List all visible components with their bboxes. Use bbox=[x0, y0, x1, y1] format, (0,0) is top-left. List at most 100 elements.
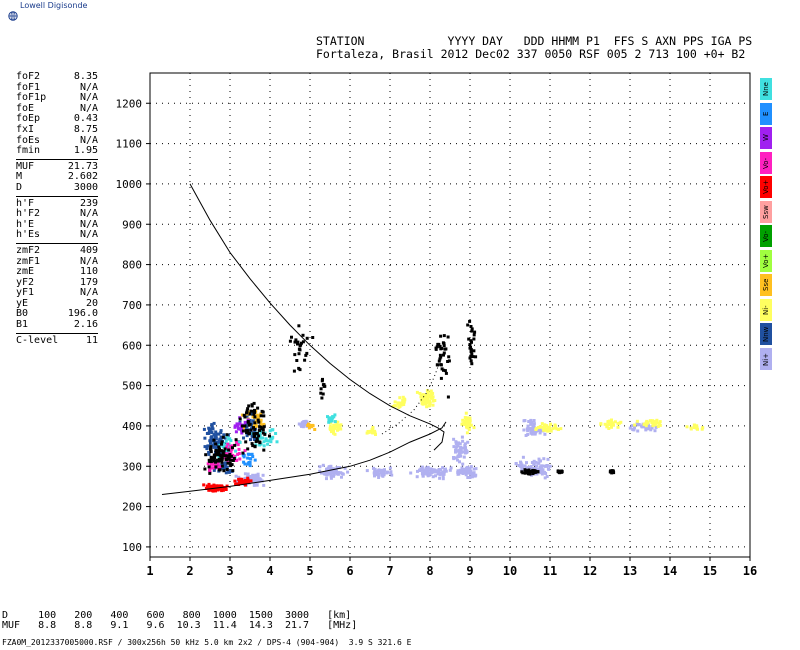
echo-point bbox=[259, 412, 263, 416]
echo-point bbox=[434, 347, 438, 351]
echo-point bbox=[439, 363, 443, 367]
param-value: N/A bbox=[79, 287, 98, 299]
echo-point bbox=[251, 473, 255, 477]
echo-point bbox=[262, 422, 266, 426]
echo-point bbox=[215, 451, 219, 455]
echo-point bbox=[321, 377, 324, 381]
echo-point bbox=[224, 454, 228, 458]
echo-point bbox=[246, 462, 250, 466]
echo-point bbox=[559, 427, 563, 431]
echo-point bbox=[539, 425, 543, 429]
echo-point bbox=[365, 469, 369, 473]
echo-point bbox=[532, 423, 536, 427]
echo-point bbox=[373, 474, 376, 478]
echo-point bbox=[237, 447, 241, 451]
echo-point bbox=[442, 470, 446, 474]
echo-point bbox=[231, 446, 234, 450]
param-name: foF1p bbox=[16, 92, 47, 104]
echo-point bbox=[421, 474, 425, 478]
echo-point bbox=[313, 428, 317, 431]
echo-point bbox=[271, 428, 275, 432]
echo-point bbox=[547, 425, 551, 429]
param-name: C-level bbox=[16, 334, 59, 346]
echo-point bbox=[415, 390, 419, 394]
echo-point bbox=[293, 353, 297, 357]
x-tick-label: 5 bbox=[306, 564, 313, 578]
echo-point bbox=[252, 401, 256, 405]
echo-point bbox=[207, 458, 211, 462]
echo-point bbox=[418, 468, 422, 472]
echo-point bbox=[229, 450, 233, 454]
header-line-1: STATION YYYY DAY DDD HHMM P1 FFS S AXN P… bbox=[316, 34, 753, 48]
echo-point bbox=[633, 426, 636, 430]
echo-point bbox=[343, 466, 347, 470]
echo-point bbox=[656, 425, 660, 428]
echo-point bbox=[299, 343, 303, 347]
echo-point bbox=[431, 391, 435, 395]
echo-point bbox=[544, 464, 548, 468]
echo-point bbox=[521, 465, 525, 469]
echo-point bbox=[545, 475, 549, 478]
echo-point bbox=[241, 424, 244, 428]
echo-point bbox=[438, 471, 442, 475]
echo-point bbox=[245, 429, 248, 433]
echo-point bbox=[469, 346, 472, 349]
x-tick-label: 14 bbox=[663, 564, 677, 578]
echo-point bbox=[223, 447, 227, 451]
echo-point bbox=[415, 475, 419, 479]
echo-point bbox=[274, 432, 278, 435]
echo-point bbox=[529, 431, 533, 435]
echo-point bbox=[256, 477, 260, 481]
echo-point bbox=[610, 418, 613, 422]
echo-point bbox=[209, 447, 212, 451]
echo-point bbox=[461, 439, 465, 443]
ionogram-chart: 1 2 3 4 5 6 7 8 9 10 11 12 13 14 15 1610020030040050060… bbox=[116, 72, 757, 578]
param-value: 11 bbox=[85, 334, 98, 346]
echo-point bbox=[258, 425, 262, 429]
echo-point bbox=[685, 425, 689, 429]
param-name: zmF1 bbox=[16, 255, 41, 267]
echo-point bbox=[242, 413, 246, 417]
echo-point bbox=[538, 431, 542, 435]
echo-point bbox=[297, 352, 301, 356]
echo-point bbox=[253, 444, 257, 448]
param-value: 8.75 bbox=[73, 123, 98, 135]
echo-point bbox=[609, 469, 613, 473]
echo-point bbox=[330, 419, 334, 423]
echo-point bbox=[326, 415, 329, 419]
param-separator bbox=[16, 195, 98, 197]
echo-point bbox=[466, 323, 470, 327]
echo-point bbox=[423, 396, 427, 400]
param-row: fxI 8.75 bbox=[16, 123, 98, 136]
echo-point bbox=[271, 435, 275, 439]
echo-point bbox=[204, 453, 208, 457]
echo-point bbox=[238, 422, 242, 426]
param-value: N/A bbox=[79, 81, 98, 93]
y-tick-label: 1200 bbox=[116, 97, 143, 110]
x-tick-label: 16 bbox=[743, 564, 757, 578]
param-name: foEs bbox=[16, 134, 41, 146]
echo-point bbox=[261, 436, 265, 440]
echo-point bbox=[442, 472, 446, 476]
echo-point bbox=[466, 422, 470, 426]
echo-point bbox=[461, 462, 465, 466]
echo-point bbox=[534, 460, 538, 464]
echo-point bbox=[373, 431, 377, 435]
echo-point bbox=[320, 396, 324, 400]
echo-point bbox=[208, 468, 211, 472]
echo-point bbox=[693, 425, 697, 429]
echo-point bbox=[214, 449, 218, 452]
echo-point bbox=[465, 431, 469, 435]
param-row: zmF1 N/A bbox=[16, 255, 98, 268]
echo-point bbox=[465, 416, 469, 420]
echo-point bbox=[225, 445, 229, 449]
echo-point bbox=[261, 410, 265, 414]
station-header: STATION YYYY DAY DDD HHMM P1 FFS S AXN P… bbox=[316, 35, 752, 61]
echo-point bbox=[465, 471, 469, 475]
echo-point bbox=[439, 468, 443, 472]
legend-item: W bbox=[760, 127, 772, 149]
echo-point bbox=[237, 452, 241, 455]
echo-point bbox=[431, 403, 435, 407]
echo-point bbox=[526, 433, 530, 436]
echo-point bbox=[242, 436, 245, 440]
